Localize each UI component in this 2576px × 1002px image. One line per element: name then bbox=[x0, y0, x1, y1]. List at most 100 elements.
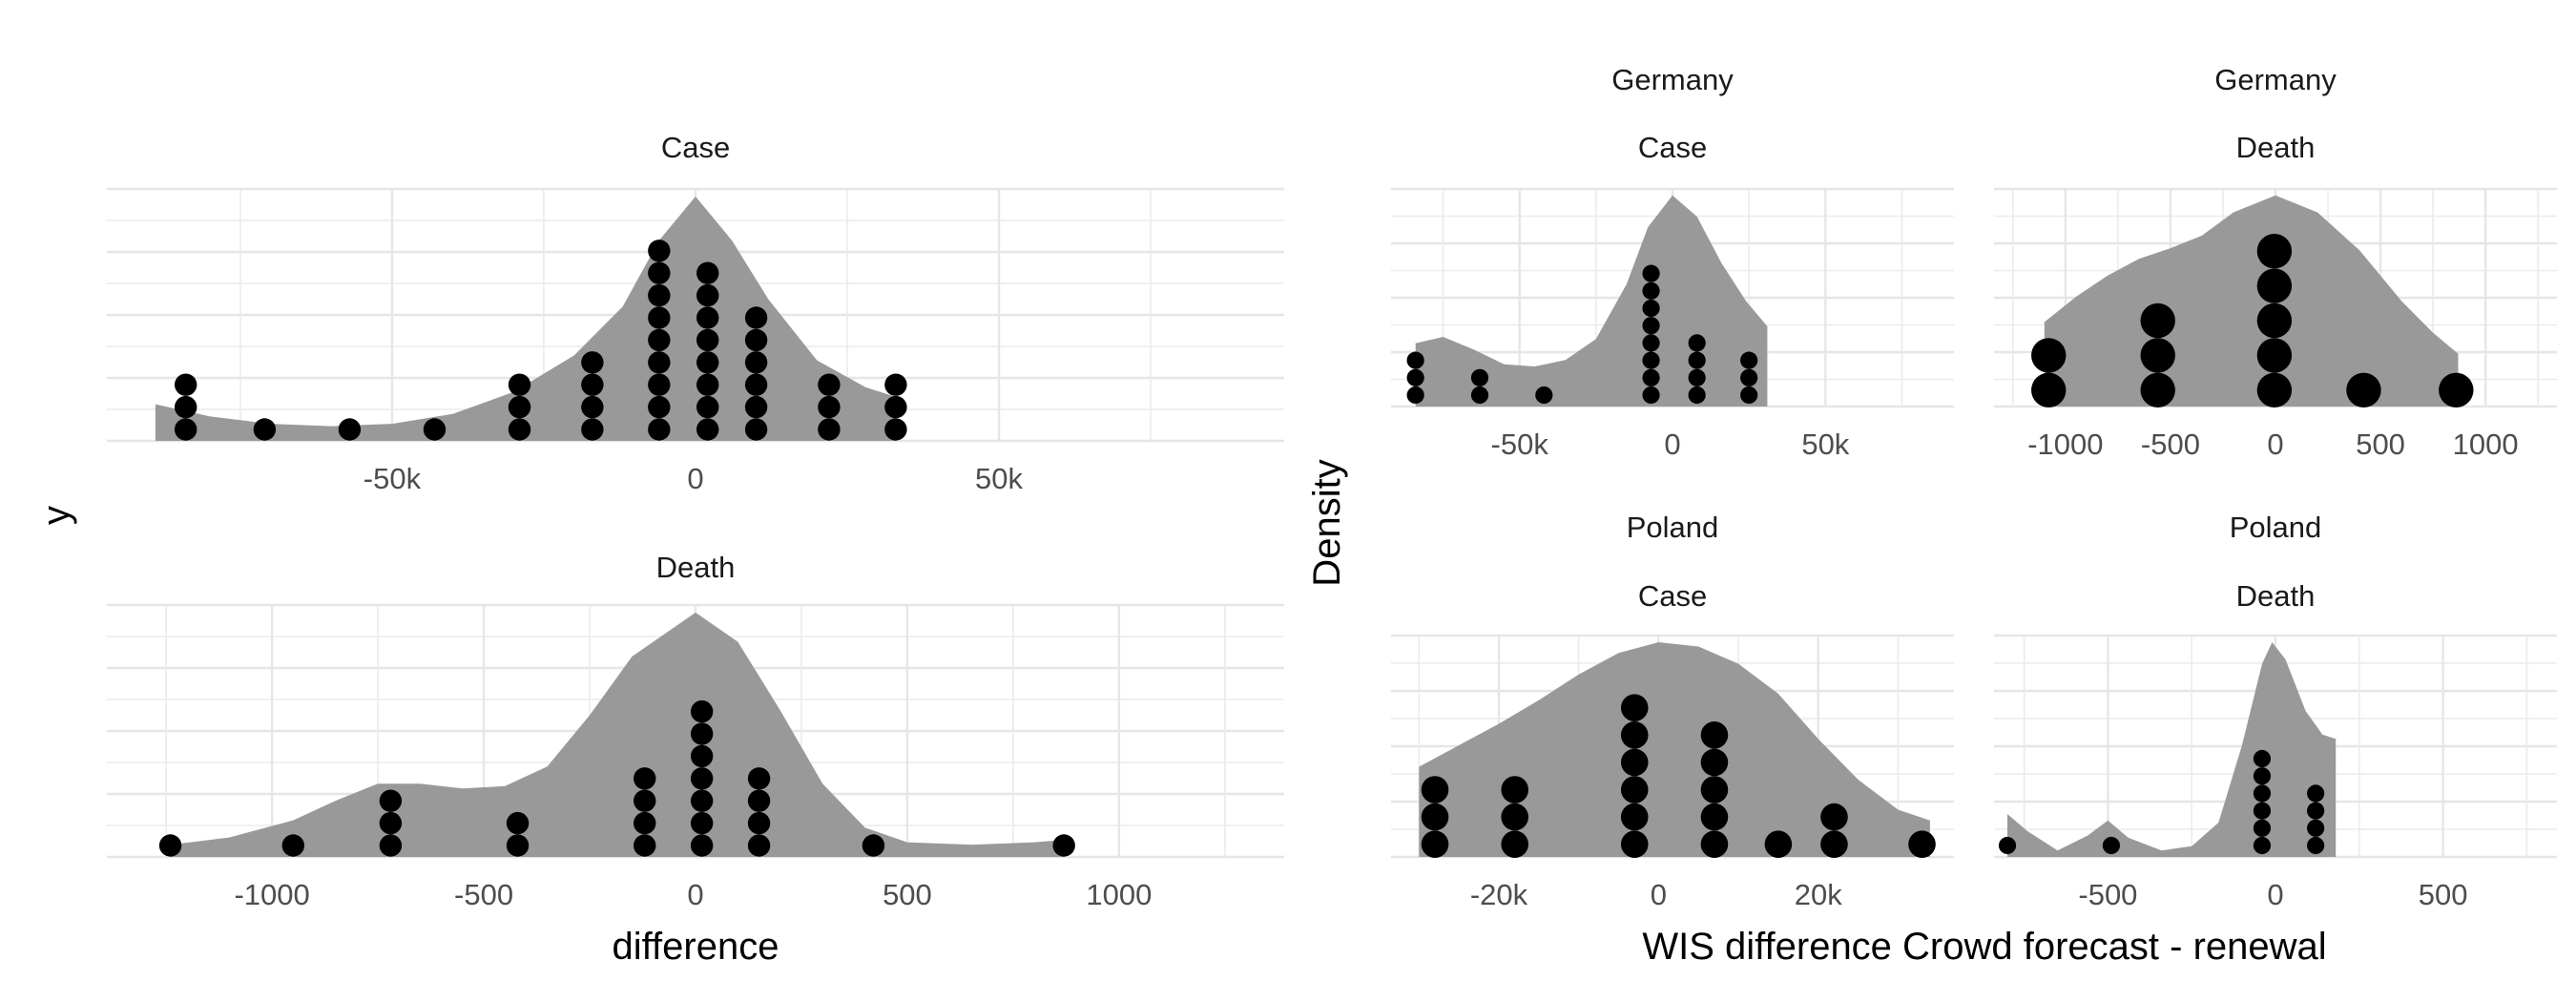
dot-point bbox=[1501, 776, 1529, 804]
dot-point bbox=[1688, 368, 1706, 386]
x-tick-label: 500 bbox=[2419, 878, 2468, 911]
dot-point bbox=[379, 834, 403, 857]
dot-point bbox=[1620, 694, 1649, 721]
dot-point bbox=[1620, 748, 1649, 777]
left-ylabel: y bbox=[35, 506, 77, 525]
dot-point bbox=[1535, 386, 1553, 405]
dot-point bbox=[690, 744, 714, 768]
dot-point bbox=[1642, 351, 1660, 369]
dot-point bbox=[1501, 830, 1529, 858]
dot-point bbox=[338, 418, 362, 441]
right-ylabel: Density bbox=[1306, 459, 1348, 586]
panel-germany-case: -50k 0 50k Germany Case bbox=[1391, 63, 1954, 461]
x-tick-label: 0 bbox=[1664, 428, 1680, 461]
dot-point bbox=[2307, 784, 2325, 803]
dot-point bbox=[648, 240, 671, 262]
density-area bbox=[2007, 642, 2337, 857]
dot-point bbox=[1470, 368, 1489, 386]
dot-point bbox=[1421, 776, 1449, 804]
dot-point bbox=[1688, 351, 1706, 369]
dot-point bbox=[174, 418, 197, 441]
dot-point bbox=[1406, 368, 1424, 386]
dot-point bbox=[690, 789, 714, 812]
strip-label-type: Death bbox=[2236, 131, 2316, 164]
x-tick-label: 1000 bbox=[2453, 428, 2519, 461]
dot-point bbox=[862, 834, 885, 857]
dot-point bbox=[818, 395, 841, 419]
x-tick-label: 20k bbox=[1795, 878, 1842, 911]
dot-point bbox=[696, 283, 719, 307]
dot-point bbox=[281, 834, 305, 857]
dot-point bbox=[1642, 282, 1660, 300]
x-tick-label: 500 bbox=[2356, 428, 2405, 461]
dot-point bbox=[1421, 830, 1449, 858]
right-xlabel: WIS difference Crowd forecast - renewal bbox=[1642, 926, 2326, 968]
dot-point bbox=[747, 767, 771, 790]
strip-label-type: Case bbox=[1638, 579, 1707, 613]
strip-label-country: Poland bbox=[1627, 511, 1719, 544]
dot-point bbox=[423, 418, 447, 441]
dot-point bbox=[581, 395, 604, 419]
panel-poland-case: -20k 0 20k Poland Case bbox=[1391, 511, 1954, 911]
dot-point bbox=[1421, 803, 1449, 831]
dot-point bbox=[648, 283, 671, 307]
dot-point bbox=[690, 699, 714, 723]
dot-point bbox=[2256, 268, 2293, 303]
dot-point bbox=[690, 767, 714, 790]
dot-point bbox=[1700, 748, 1729, 777]
dot-point bbox=[747, 789, 771, 812]
x-tick-label: 50k bbox=[1801, 428, 1849, 461]
dot-point bbox=[1406, 351, 1424, 369]
dot-point bbox=[1820, 803, 1848, 831]
panel-left-case: -50k 0 50k Case bbox=[107, 131, 1284, 495]
dot-point bbox=[744, 395, 768, 419]
dot-point bbox=[253, 418, 277, 441]
dot-point bbox=[2346, 372, 2381, 407]
dot-point bbox=[1470, 386, 1489, 405]
dot-point bbox=[634, 834, 656, 857]
x-tick-label: 0 bbox=[2267, 878, 2283, 911]
dot-point bbox=[506, 834, 530, 857]
dot-point bbox=[506, 811, 530, 835]
dot-point bbox=[1620, 803, 1649, 831]
dot-point bbox=[379, 811, 403, 835]
dot-point bbox=[634, 767, 656, 790]
dot-point bbox=[1740, 351, 1758, 369]
x-tick-label: 0 bbox=[687, 878, 703, 911]
x-tick-label: -500 bbox=[2078, 878, 2137, 911]
strip-label-type: Death bbox=[656, 551, 736, 584]
dot-point bbox=[690, 834, 714, 857]
dot-point bbox=[1688, 334, 1706, 352]
dot-point bbox=[1998, 836, 2017, 855]
dot-point bbox=[2439, 372, 2474, 407]
dot-point bbox=[1501, 803, 1529, 831]
dot-point bbox=[1052, 834, 1075, 857]
x-tick-label: -1000 bbox=[234, 878, 309, 911]
dot-point bbox=[1700, 830, 1729, 858]
dot-point bbox=[2253, 836, 2272, 855]
dot-point bbox=[174, 395, 197, 419]
dot-point bbox=[744, 328, 768, 352]
dot-point bbox=[2253, 749, 2272, 768]
dot-point bbox=[2256, 338, 2293, 373]
x-tick-label: -20k bbox=[1470, 878, 1528, 911]
dot-point bbox=[2253, 819, 2272, 837]
strip-label-type: Death bbox=[2236, 579, 2316, 613]
dot-point bbox=[2140, 303, 2175, 339]
x-tick-label: 0 bbox=[687, 462, 703, 495]
density-area bbox=[2044, 195, 2459, 407]
density-area bbox=[1415, 195, 1768, 407]
dot-point bbox=[696, 395, 719, 419]
left-xlabel: difference bbox=[613, 926, 779, 968]
panel-germany-death: -1000 -500 0 500 1000 Germany Death bbox=[1994, 63, 2557, 461]
panel-poland-death: -500 0 500 Poland Death bbox=[1994, 511, 2557, 911]
dot-point bbox=[174, 373, 197, 396]
dot-point bbox=[581, 351, 604, 374]
dot-point bbox=[2256, 303, 2293, 339]
dot-point bbox=[1740, 386, 1758, 405]
x-tick-label: 0 bbox=[2267, 428, 2283, 461]
dot-point bbox=[648, 306, 671, 329]
dot-point bbox=[696, 328, 719, 352]
dot-point bbox=[884, 418, 907, 441]
